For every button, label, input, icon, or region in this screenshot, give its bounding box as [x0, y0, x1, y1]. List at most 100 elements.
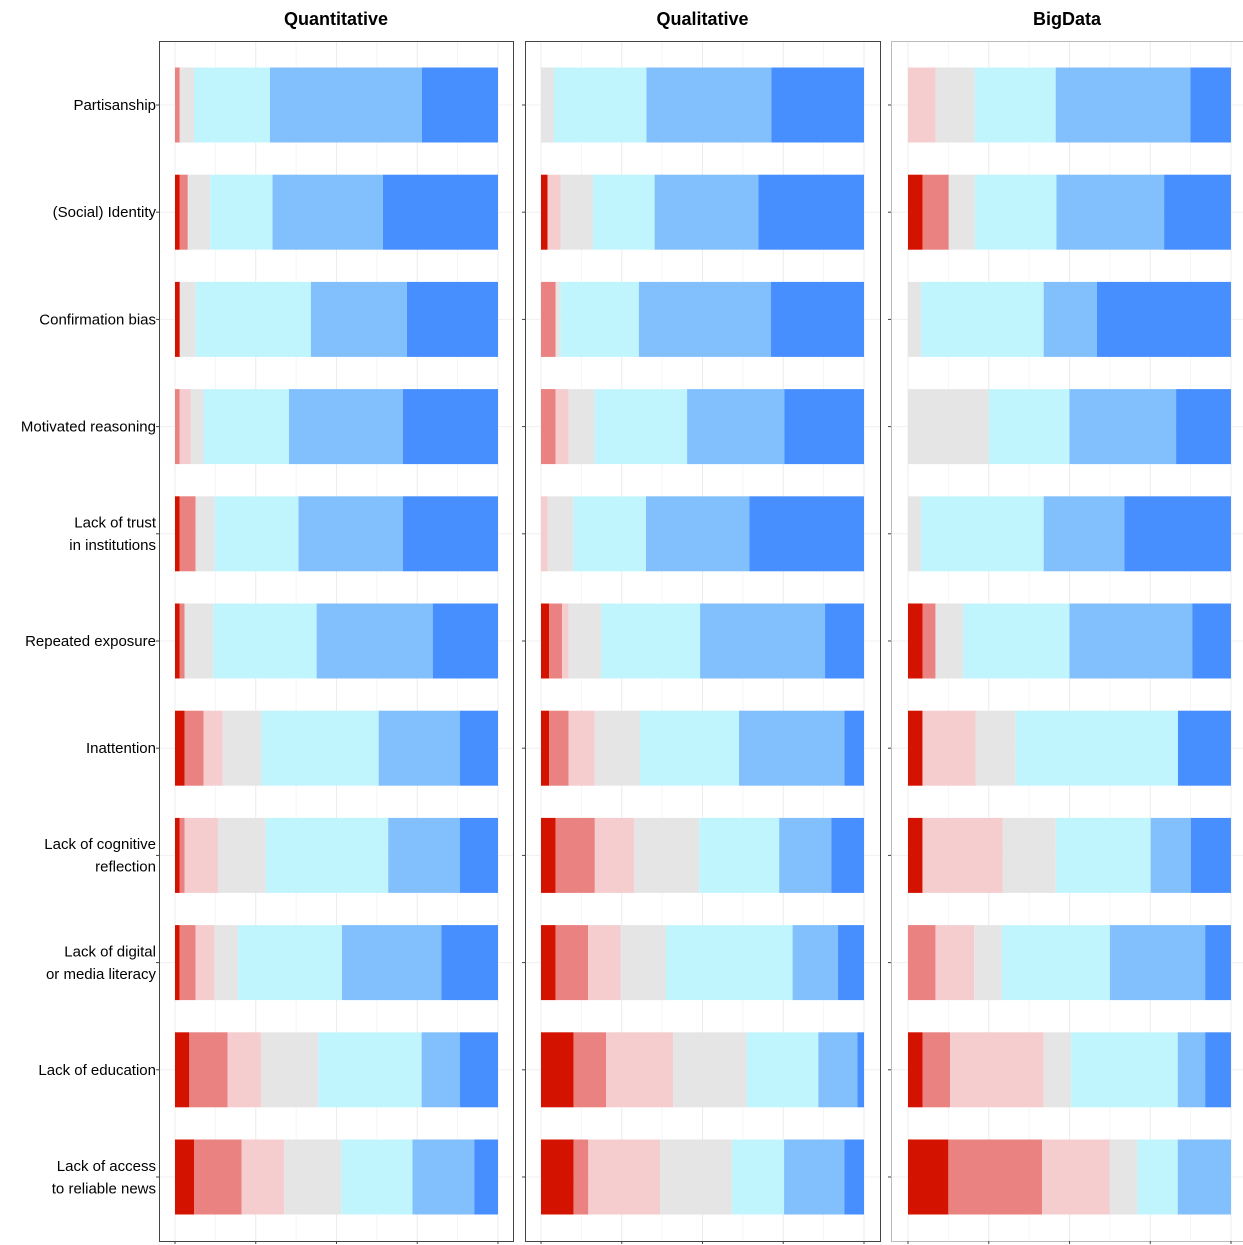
- bar-segment: [549, 710, 569, 786]
- bar-segment: [588, 925, 621, 1001]
- bar-segment: [935, 925, 975, 1001]
- bar-segment: [382, 174, 498, 250]
- category-label: (Social) Identity: [53, 204, 157, 221]
- bar-segment: [1137, 1139, 1178, 1215]
- bar-segment: [1043, 496, 1125, 572]
- bar-segment: [1055, 817, 1151, 893]
- category-label: Motivated reasoning: [21, 419, 156, 436]
- bar-segment: [541, 710, 550, 786]
- bar-segment: [210, 174, 273, 250]
- bar-segment: [412, 1139, 475, 1215]
- bar-segment: [1056, 174, 1165, 250]
- bar-segment: [1071, 1032, 1178, 1108]
- bar-segment: [974, 925, 1002, 1001]
- bar-segment: [908, 1032, 923, 1108]
- bar-segment: [1055, 67, 1191, 143]
- category-label: Lack of cognitive: [44, 836, 156, 853]
- bar-segment: [260, 1032, 319, 1108]
- bar-segment: [620, 925, 666, 1001]
- bar-segment: [541, 389, 556, 465]
- bar-segment: [227, 1032, 261, 1108]
- bar-segment: [1069, 389, 1177, 465]
- bar-segment: [403, 389, 498, 465]
- bar-segment: [844, 710, 864, 786]
- bar-segment: [541, 603, 550, 679]
- bar-segment: [406, 281, 498, 357]
- bar-segment: [541, 817, 556, 893]
- bar-segment: [573, 496, 646, 572]
- bar-segment: [547, 496, 574, 572]
- bar-segment: [555, 281, 561, 357]
- category-label: Lack of digital: [64, 943, 156, 960]
- bar-segment: [318, 1032, 422, 1108]
- bar-segment: [1190, 67, 1231, 143]
- bar-segment: [700, 603, 826, 679]
- bar-segment: [633, 817, 700, 893]
- bar-segment: [1205, 1032, 1231, 1108]
- bar-segment: [1002, 817, 1056, 893]
- bar-segment: [974, 67, 1056, 143]
- bar-segment: [175, 925, 180, 1001]
- bar-segment: [568, 710, 595, 786]
- bar-segment: [175, 389, 180, 465]
- bar-segment: [818, 1032, 858, 1108]
- bar-segment: [541, 496, 548, 572]
- bar-segment: [459, 1032, 498, 1108]
- bar-segment: [949, 1032, 1044, 1108]
- category-label: Lack of access: [57, 1158, 156, 1175]
- bar-segment: [784, 389, 864, 465]
- bar-segment: [175, 67, 180, 143]
- bar-segment: [654, 174, 759, 250]
- bar-segment: [179, 817, 185, 893]
- bar-segment: [974, 174, 1057, 250]
- bar-segment: [771, 281, 864, 357]
- bar-segment: [217, 817, 266, 893]
- bar-segment: [1192, 603, 1231, 679]
- bar-segment: [474, 1139, 498, 1215]
- bar-segment: [922, 817, 1003, 893]
- bar-segment: [184, 603, 214, 679]
- bar-segment: [975, 710, 1016, 786]
- bar-segment: [920, 496, 1044, 572]
- bar-segment: [988, 389, 1070, 465]
- bar-segment: [222, 710, 261, 786]
- bar-segment: [922, 710, 976, 786]
- bar-segment: [241, 1139, 285, 1215]
- bar-segment: [421, 1032, 460, 1108]
- bar-segment: [908, 710, 923, 786]
- bar-segment: [432, 603, 498, 679]
- bar-segment: [214, 496, 299, 572]
- bar-segment: [908, 67, 936, 143]
- bar-segment: [310, 281, 407, 357]
- bar-segment: [908, 496, 921, 572]
- bar-segment: [555, 389, 569, 465]
- bar-segment: [646, 67, 772, 143]
- bar-segment: [238, 925, 343, 1001]
- bar-segment: [316, 603, 433, 679]
- panel-title: Qualitative: [656, 9, 748, 29]
- bar-segment: [341, 1139, 413, 1215]
- bar-segment: [179, 603, 185, 679]
- bar-segment: [175, 174, 180, 250]
- bar-segment: [560, 174, 593, 250]
- bar-segment: [422, 67, 498, 143]
- bar-segment: [1164, 174, 1231, 250]
- bar-segment: [594, 817, 634, 893]
- bar-segment: [857, 1032, 864, 1108]
- category-label: Inattention: [86, 740, 156, 757]
- bar-segment: [908, 389, 989, 465]
- bar-segment: [459, 710, 498, 786]
- bar-segment: [792, 925, 839, 1001]
- bar-segment: [549, 603, 563, 679]
- bar-segment: [908, 603, 923, 679]
- bar-segment: [1177, 1032, 1206, 1108]
- bar-segment: [831, 817, 864, 893]
- bar-segment: [592, 174, 655, 250]
- bar-segment: [660, 1139, 732, 1215]
- bar-segment: [784, 1139, 845, 1215]
- bar-segment: [189, 1032, 228, 1108]
- bar-segment: [935, 603, 963, 679]
- bar-segment: [1177, 710, 1231, 786]
- bar-segment: [184, 817, 218, 893]
